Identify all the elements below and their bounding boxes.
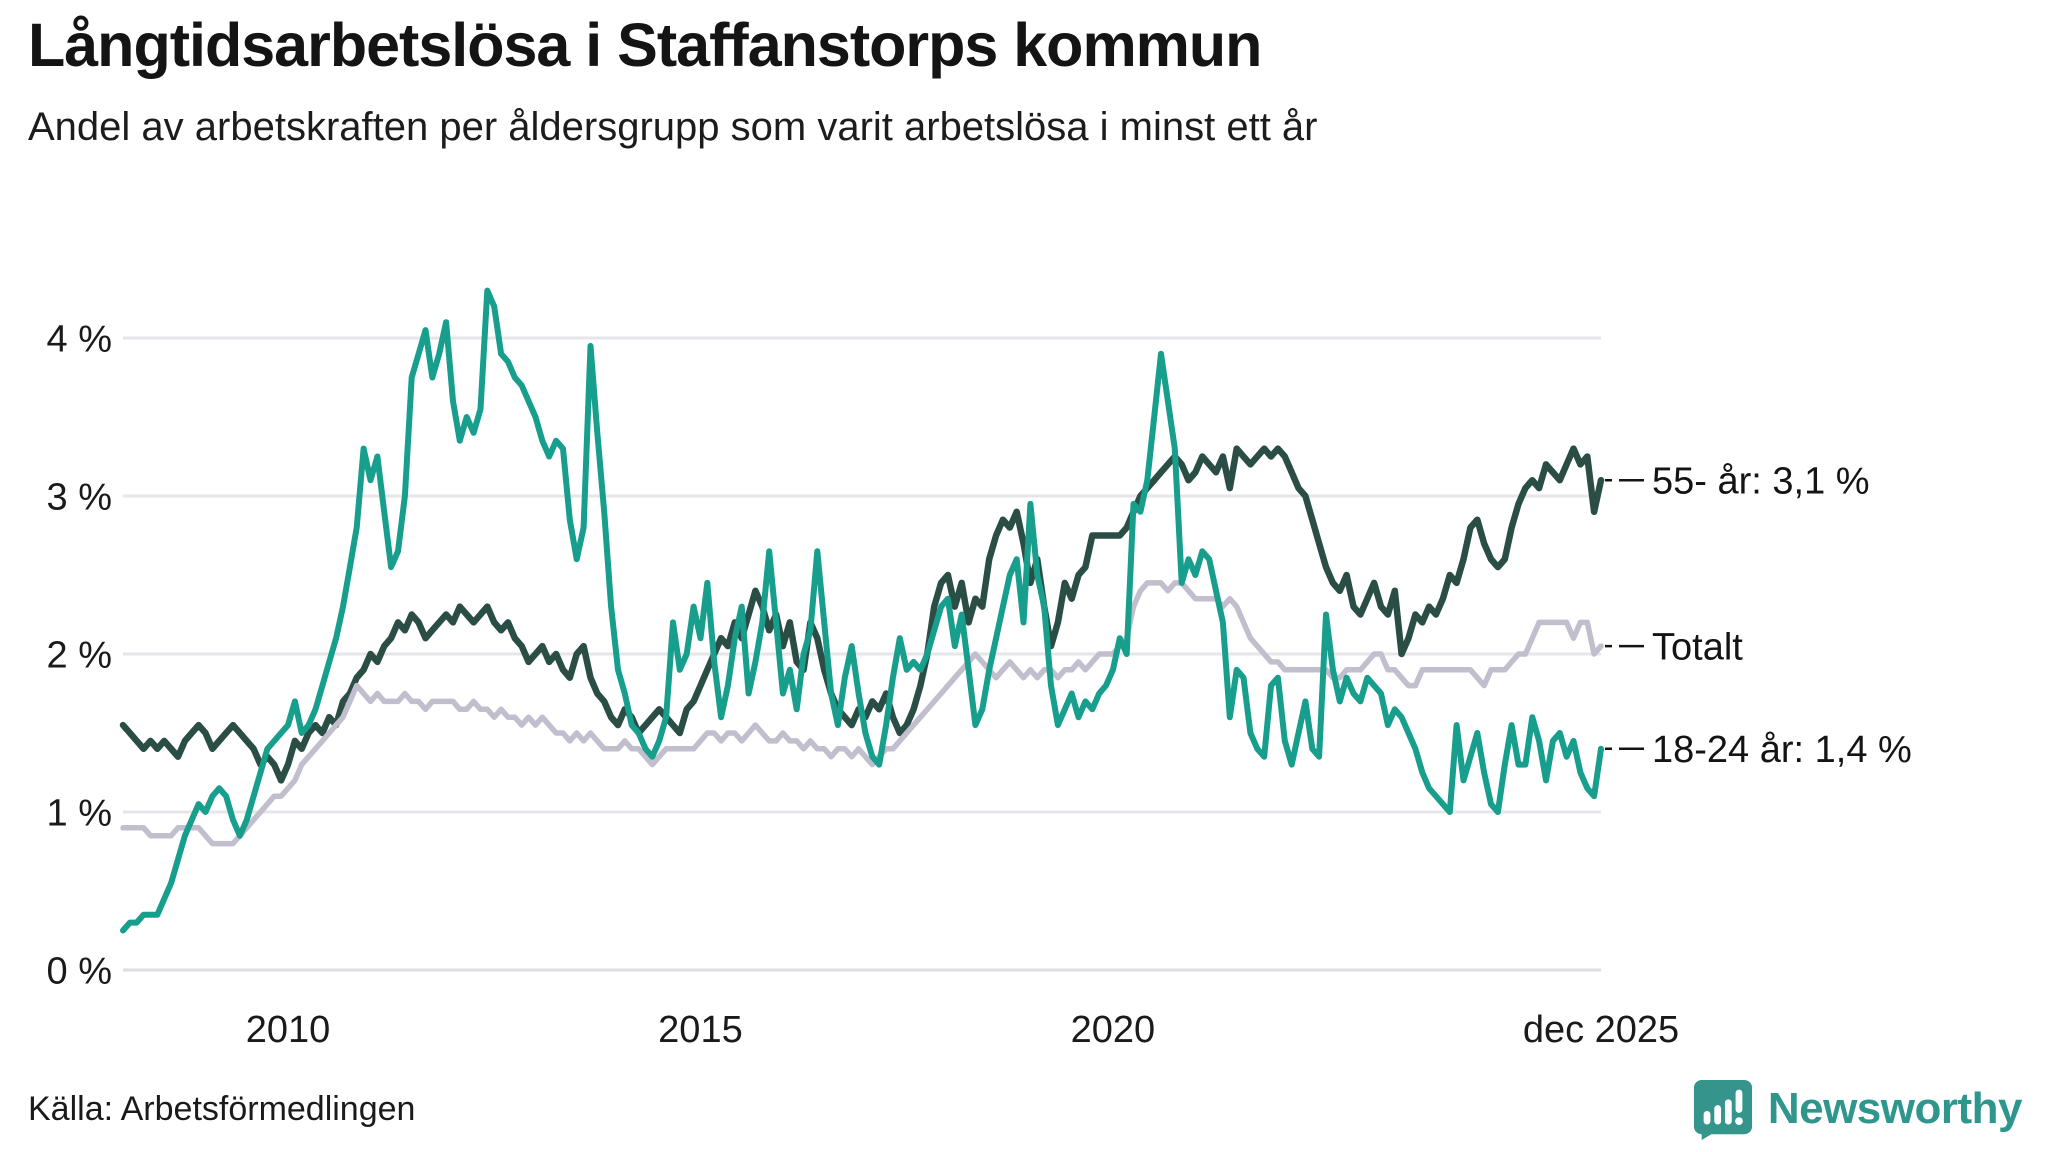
y-axis-tick-label: 1 % [47,792,112,834]
y-axis-tick-label: 2 % [47,634,112,676]
series-end-label: 55- år: 3,1 % [1652,461,1870,503]
series-end-label: Totalt [1652,626,1743,668]
brand-name: Newsworthy [1767,1084,2023,1133]
brand-footer: Newsworthy [1692,1078,2023,1140]
newsworthy-logo-icon [1693,1079,1752,1140]
x-axis-tick-label: dec 2025 [1523,1009,1679,1051]
source-note: Källa: Arbetsförmedlingen [28,1090,416,1128]
chart-subtitle: Andel av arbetskraften per åldersgrupp s… [28,105,1318,149]
series-line-1824r [120,287,1604,934]
speech-bubble-shape [1693,1079,1752,1140]
y-axis-tick-label: 3 % [47,476,112,518]
page-title: Långtidsarbetslösa i Staffanstorps kommu… [28,11,1262,79]
x-axis-tick-label: 2020 [1071,1009,1156,1051]
y-axis-tick-label: 4 % [47,318,112,360]
series-end-label: 18-24 år: 1,4 % [1652,729,1912,771]
y-axis-tick-label: 0 % [47,950,112,992]
x-axis-tick-label: 2015 [658,1009,743,1051]
series-line-Totalt [120,580,1604,847]
x-axis-tick-label: 2010 [246,1009,331,1051]
